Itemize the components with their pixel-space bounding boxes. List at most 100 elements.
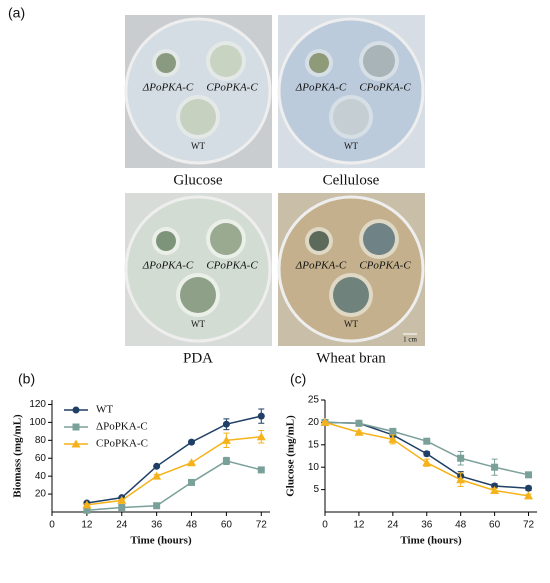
scale-bar-label: 1 cm <box>403 336 417 344</box>
x-axis-label: Time (hours) <box>400 535 462 547</box>
strain-label: CPoPKA-C <box>206 260 258 272</box>
marker <box>355 419 363 427</box>
marker <box>525 484 533 492</box>
x-tick-label: 24 <box>387 520 399 531</box>
colony <box>156 231 176 251</box>
strain-label: ΔPoPKA-C <box>142 82 194 94</box>
x-tick-label: 36 <box>151 520 163 531</box>
y-tick-label: 100 <box>29 417 46 428</box>
y-tick-label: 5 <box>313 484 319 495</box>
legend-marker <box>72 423 80 431</box>
x-tick-label: 48 <box>455 520 467 531</box>
colony <box>180 277 216 313</box>
legend-label: WT <box>96 404 113 416</box>
colony <box>210 223 242 255</box>
x-tick-label: 12 <box>81 520 93 531</box>
marker <box>257 412 265 420</box>
marker <box>256 432 266 441</box>
marker <box>457 454 465 462</box>
medium-label: PDA <box>183 350 213 366</box>
y-tick-label: 80 <box>35 435 47 446</box>
y-tick-label: 15 <box>308 439 320 450</box>
y-axis-label: Glucose (mg/mL) <box>285 415 297 497</box>
colony <box>210 45 242 77</box>
x-tick-label: 0 <box>49 520 55 531</box>
colony <box>309 53 329 73</box>
y-tick-label: 20 <box>35 489 47 500</box>
marker <box>153 502 161 510</box>
medium-label: Cellulose <box>323 172 380 188</box>
panel-label: (a) <box>8 5 25 21</box>
colony <box>180 99 216 135</box>
strain-label: CPoPKA-C <box>359 260 411 272</box>
legend-marker <box>72 406 80 414</box>
marker <box>222 457 230 465</box>
series-line <box>86 435 262 506</box>
marker <box>354 427 364 436</box>
marker <box>83 506 91 514</box>
strain-label: ΔPoPKA-C <box>295 260 347 272</box>
strain-label: CPoPKA-C <box>359 82 411 94</box>
marker <box>524 491 534 500</box>
x-tick-label: 60 <box>221 520 233 531</box>
marker <box>82 500 92 509</box>
marker <box>320 417 330 426</box>
marker <box>490 485 500 494</box>
y-tick-label: 20 <box>308 417 320 428</box>
y-tick-label: 40 <box>35 471 47 482</box>
x-tick-label: 72 <box>256 520 268 531</box>
colony <box>156 53 176 73</box>
marker <box>187 458 197 467</box>
marker <box>221 435 231 444</box>
marker <box>389 427 397 435</box>
colony <box>333 277 369 313</box>
x-tick-label: 12 <box>353 520 365 531</box>
series-line <box>86 415 262 504</box>
x-tick-label: 36 <box>421 520 433 531</box>
medium-label: Glucose <box>173 172 222 188</box>
colony <box>363 223 395 255</box>
legend-marker <box>71 439 81 448</box>
marker <box>188 478 196 486</box>
strain-label: ΔPoPKA-C <box>295 82 347 94</box>
x-tick-label: 24 <box>116 520 128 531</box>
legend-label: CPoPKA-C <box>96 438 148 450</box>
marker <box>423 450 431 458</box>
marker <box>118 504 126 512</box>
series-line <box>86 460 262 511</box>
y-tick-label: 25 <box>308 395 320 406</box>
medium-label: Wheat bran <box>316 350 386 366</box>
y-tick-label: 10 <box>308 462 320 473</box>
x-tick-label: 48 <box>186 520 198 531</box>
panel-label: (b) <box>18 371 35 387</box>
legend-label: ΔPoPKA-C <box>96 421 148 433</box>
marker <box>422 458 432 467</box>
strain-label: CPoPKA-C <box>206 82 258 94</box>
colony <box>333 99 369 135</box>
colony <box>363 45 395 77</box>
strain-label: WT <box>191 319 205 329</box>
marker <box>188 438 196 446</box>
marker <box>117 495 127 504</box>
strain-label: ΔPoPKA-C <box>142 260 194 272</box>
marker <box>388 434 398 443</box>
marker <box>525 471 533 479</box>
panel-label: (c) <box>290 371 306 387</box>
x-tick-label: 72 <box>523 520 535 531</box>
marker <box>152 471 162 480</box>
marker <box>257 466 265 474</box>
y-tick-label: 120 <box>29 399 46 410</box>
x-tick-label: 60 <box>489 520 501 531</box>
y-axis-label: Biomass (mg/mL) <box>12 414 24 498</box>
strain-label: WT <box>344 319 358 329</box>
y-tick-label: 60 <box>35 453 47 464</box>
x-axis-label: Time (hours) <box>130 535 192 547</box>
strain-label: WT <box>191 141 205 151</box>
marker <box>491 463 499 471</box>
x-tick-label: 0 <box>322 520 328 531</box>
marker <box>222 420 230 428</box>
strain-label: WT <box>344 141 358 151</box>
marker <box>153 462 161 470</box>
marker <box>423 437 431 445</box>
marker <box>456 475 466 484</box>
